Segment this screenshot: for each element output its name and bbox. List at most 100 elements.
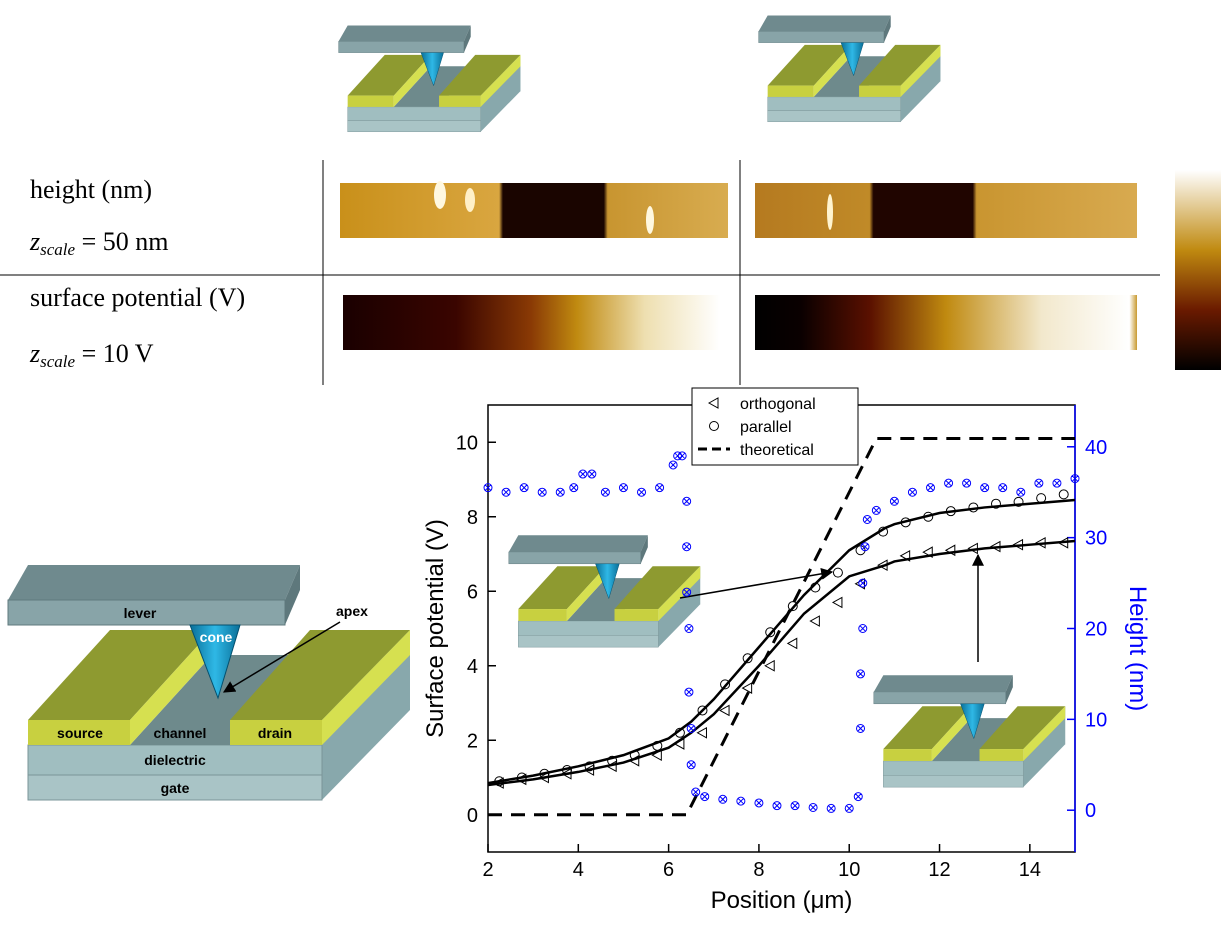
data-point — [578, 469, 588, 479]
data-point — [720, 679, 731, 690]
data-point — [637, 487, 647, 497]
colorbar — [1175, 170, 1221, 370]
y-tick-label: 6 — [467, 581, 478, 603]
data-point — [719, 704, 730, 717]
data-point — [808, 802, 818, 812]
data-point — [772, 801, 782, 811]
y-tick-label: 10 — [456, 432, 478, 454]
legend-box — [691, 387, 859, 466]
data-point — [826, 803, 836, 813]
data-point — [786, 637, 798, 650]
inset-arrow — [679, 567, 834, 599]
data-point — [1052, 478, 1062, 488]
y2-tick-label: 20 — [1085, 619, 1107, 641]
data-point — [519, 483, 529, 493]
data-point — [697, 705, 708, 716]
data-point — [990, 498, 1001, 509]
data-point — [907, 487, 917, 497]
device-icon — [758, 15, 941, 123]
data-point — [686, 723, 696, 733]
data-point — [600, 487, 610, 497]
data-point — [741, 682, 753, 694]
x-tick-label: 10 — [838, 859, 860, 881]
data-point — [686, 760, 696, 770]
data-point — [980, 483, 990, 493]
y-axis-label: Surface potential (V) — [422, 519, 449, 738]
data-point — [790, 801, 800, 811]
data-point — [736, 796, 746, 806]
data-point — [696, 726, 707, 739]
data-point — [862, 514, 872, 524]
data-point — [684, 624, 694, 633]
data-line — [487, 498, 1076, 785]
data-point — [858, 578, 868, 588]
data-point — [1058, 489, 1069, 500]
x-tick-label: 6 — [663, 859, 674, 881]
afm-feature — [465, 188, 475, 212]
x-axis-label: Position (μm) — [711, 887, 853, 914]
data-point — [707, 397, 719, 409]
afm-potential-image — [343, 295, 720, 350]
data-line — [487, 539, 1076, 787]
y2-tick-label: 10 — [1085, 709, 1107, 731]
data-point — [922, 546, 933, 558]
row-scale: zscale = 10 V — [29, 339, 154, 371]
y2-tick-label: 40 — [1085, 437, 1107, 459]
data-point — [682, 587, 692, 597]
data-point — [926, 483, 936, 493]
inset-icon — [873, 674, 1066, 788]
device-label: drain — [258, 725, 292, 741]
row-label: surface potential (V) — [30, 283, 245, 312]
data-point — [655, 483, 665, 493]
device-label: source — [57, 725, 103, 741]
afm-feature — [827, 194, 833, 230]
y-tick-label: 8 — [467, 507, 478, 529]
data-point — [844, 803, 854, 813]
data-point — [583, 764, 595, 776]
data-point — [764, 659, 775, 672]
device-label: cone — [200, 629, 233, 645]
data-point — [682, 496, 692, 506]
data-point — [700, 792, 710, 802]
data-point — [858, 624, 868, 633]
device-diagram — [7, 564, 411, 801]
data-point — [998, 483, 1008, 493]
inset-icon — [508, 534, 701, 648]
legend-label: parallel — [740, 419, 792, 436]
x-tick-label: 14 — [1019, 859, 1041, 881]
afm-height-image — [340, 183, 728, 238]
device-label: dielectric — [144, 752, 206, 768]
data-point — [1016, 487, 1026, 497]
device-label: apex — [336, 603, 368, 619]
data-point — [709, 421, 719, 431]
data-point — [742, 653, 753, 664]
row-label: height (nm) — [30, 175, 152, 204]
data-point — [677, 451, 687, 461]
legend-label: orthogonal — [740, 396, 816, 413]
data-point — [856, 669, 866, 679]
data-point — [832, 567, 843, 578]
data-point — [860, 542, 870, 552]
y-tick-label: 2 — [467, 730, 478, 752]
y-tick-label: 4 — [467, 656, 478, 678]
data-point — [555, 487, 565, 497]
data-point — [718, 794, 728, 804]
data-point — [483, 483, 493, 493]
data-point — [765, 627, 776, 638]
y2-tick-label: 0 — [1085, 800, 1096, 822]
data-point — [853, 792, 863, 802]
data-point — [501, 487, 511, 497]
afm-height-image — [755, 183, 1137, 238]
data-point — [899, 550, 911, 562]
data-point — [1070, 474, 1080, 484]
data-point — [889, 496, 899, 506]
x-tick-label: 12 — [928, 859, 950, 881]
x-tick-label: 2 — [482, 859, 493, 881]
device-label: channel — [154, 725, 207, 741]
data-point — [754, 798, 764, 808]
afm-feature — [434, 181, 446, 209]
data-point — [537, 487, 547, 497]
row-scale: zscale = 50 nm — [29, 227, 168, 259]
device-label: gate — [161, 780, 190, 796]
data-line — [488, 437, 1075, 817]
